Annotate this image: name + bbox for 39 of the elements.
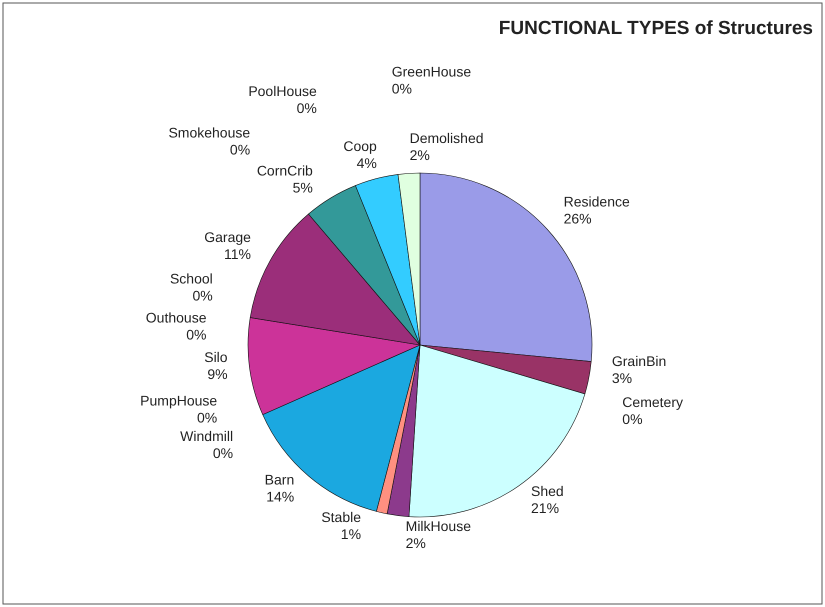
slice-label: GrainBin bbox=[612, 352, 666, 369]
text: 0% bbox=[196, 409, 218, 426]
text: 0% bbox=[186, 326, 207, 342]
data-label: 26% bbox=[564, 210, 592, 227]
data-label: 1% bbox=[340, 526, 362, 542]
category-label: Windmill bbox=[180, 428, 234, 444]
data-label: 4% bbox=[356, 155, 377, 172]
data-label: 2% bbox=[406, 534, 426, 551]
data-label: 9% bbox=[207, 366, 228, 382]
text: 0% bbox=[230, 142, 250, 158]
data-label: 5% bbox=[292, 179, 313, 196]
text: 0% bbox=[212, 445, 234, 462]
category-label: Smokehouse bbox=[168, 124, 250, 140]
data-label: 14% bbox=[266, 488, 294, 505]
category-label: Cemetery bbox=[622, 394, 683, 410]
slice-label: MilkHouse bbox=[406, 518, 472, 534]
slice-label: CornCrib bbox=[256, 162, 314, 178]
data-label: 11% bbox=[224, 246, 251, 262]
text: 0% bbox=[392, 80, 412, 97]
slice-label: Garage bbox=[204, 228, 252, 245]
text: 0% bbox=[622, 410, 643, 427]
slice-label: Demolished bbox=[410, 130, 484, 146]
data-label: 2% bbox=[410, 147, 430, 164]
slice-label: Barn bbox=[264, 472, 294, 488]
slice-label: Coop bbox=[343, 138, 378, 154]
data-label: 3% bbox=[612, 370, 632, 386]
category-label: Outhouse bbox=[146, 309, 207, 326]
category-label: PumpHouse bbox=[140, 392, 218, 408]
data-label: 21% bbox=[530, 500, 560, 516]
text: 0% bbox=[296, 100, 317, 116]
text: 0% bbox=[192, 288, 213, 304]
category-label: PoolHouse bbox=[248, 83, 317, 100]
category-label: School bbox=[170, 270, 213, 287]
slice-label: Stable bbox=[321, 508, 362, 525]
slice-label: Residence bbox=[564, 194, 630, 210]
slice-label: Shed bbox=[530, 483, 564, 500]
category-label: GreenHouse bbox=[392, 64, 472, 80]
chart-title: FUNCTIONAL TYPES of Structures bbox=[498, 18, 813, 39]
slice-label: Silo bbox=[204, 348, 228, 365]
